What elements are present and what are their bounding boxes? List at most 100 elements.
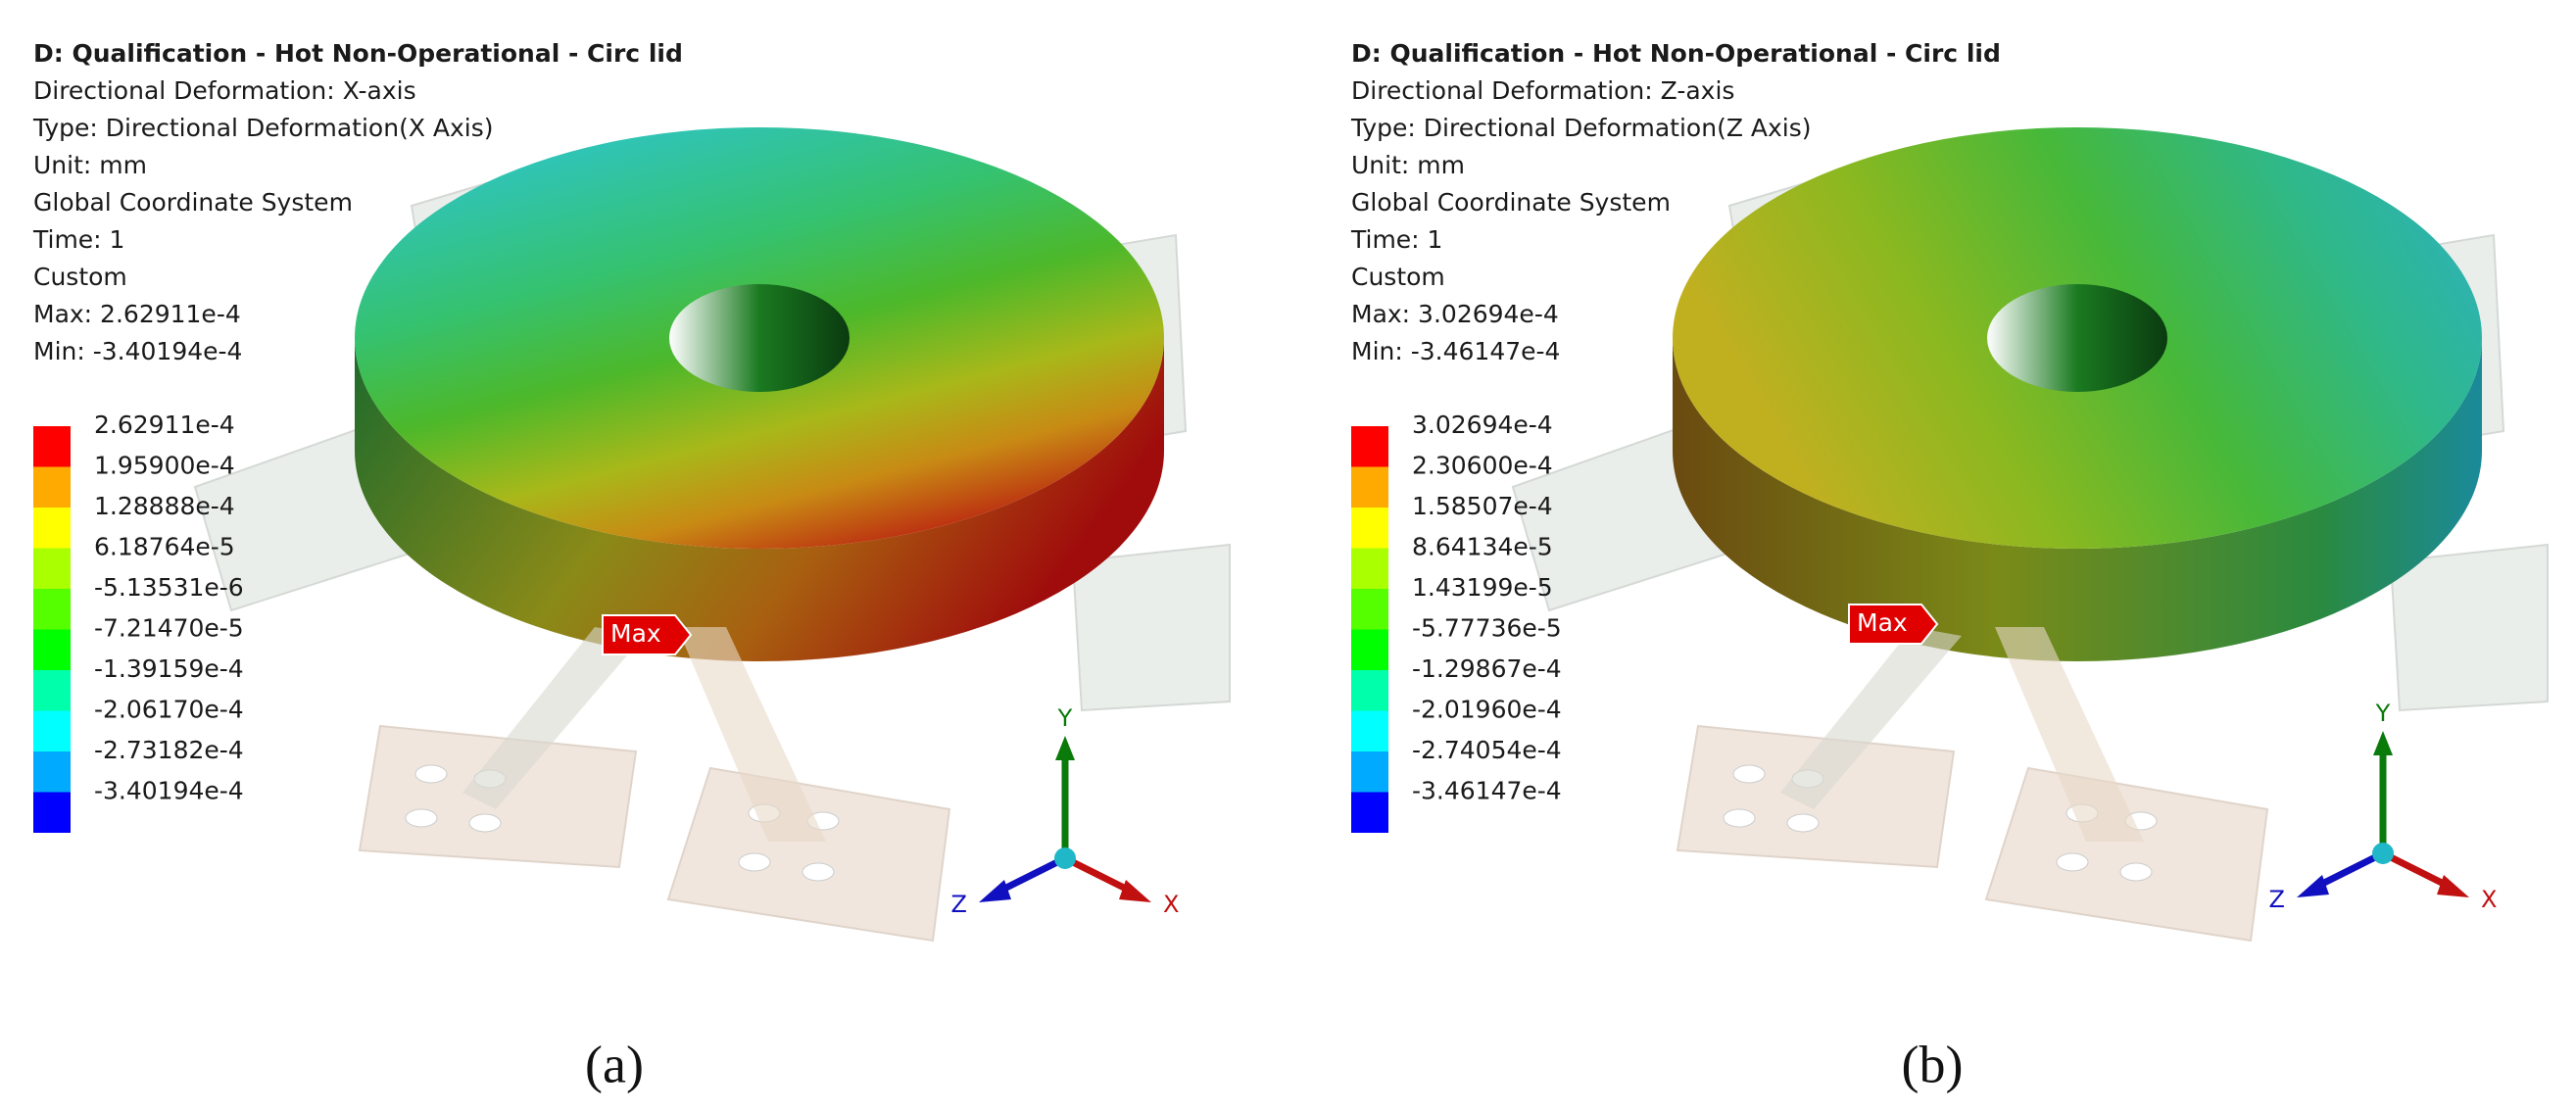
legend-swatch xyxy=(33,548,71,589)
model-view xyxy=(193,127,1231,943)
panel: D: Qualification - Hot Non-Operational -… xyxy=(32,39,1231,1093)
header-line: Type: Directional Deformation(X Axis) xyxy=(32,114,494,142)
bracket-plate xyxy=(2389,543,2549,712)
legend-label: -2.01960e-4 xyxy=(1412,696,1562,724)
disk-side xyxy=(1673,338,2482,661)
legend-label: 3.02694e-4 xyxy=(1412,411,1553,439)
legend-label: 8.64134e-5 xyxy=(1412,533,1553,561)
header-line: Time: 1 xyxy=(32,225,124,254)
legend-label: -5.77736e-5 xyxy=(1412,614,1562,643)
legend-swatch xyxy=(1351,589,1388,630)
legend-swatch xyxy=(33,589,71,630)
disk-hole xyxy=(669,284,850,392)
legend-label: 1.58507e-4 xyxy=(1412,492,1553,520)
header-line: Global Coordinate System xyxy=(33,188,353,217)
legend-swatch xyxy=(33,466,71,508)
legend-swatch xyxy=(33,710,71,751)
pad-hole xyxy=(2119,862,2153,882)
bracket-pad xyxy=(1984,766,2269,943)
header-line: Min: -3.46147e-4 xyxy=(1351,337,1560,365)
legend-label: 1.95900e-4 xyxy=(94,452,235,480)
header-title: D: Qualification - Hot Non-Operational -… xyxy=(33,39,683,68)
triad-x xyxy=(1063,854,1136,896)
legend-label: 1.28888e-4 xyxy=(94,492,235,520)
triad-z-label: Z xyxy=(951,891,967,918)
legend-label: 2.62911e-4 xyxy=(94,411,235,439)
legend-label: -1.29867e-4 xyxy=(1412,654,1562,683)
triad-x-label: X xyxy=(1163,891,1179,918)
header-line: Unit: mm xyxy=(1351,151,1465,179)
header-line: Custom xyxy=(33,263,127,291)
triad-z-label: Z xyxy=(2269,886,2285,913)
header-line: Min: -3.40194e-4 xyxy=(33,337,242,365)
max-tag: Max xyxy=(610,619,661,648)
legend-swatch xyxy=(33,629,71,670)
bracket-leg xyxy=(677,627,826,842)
legend-label: -2.74054e-4 xyxy=(1412,736,1562,764)
bracket-plate xyxy=(1071,543,1231,712)
legend-swatch xyxy=(1351,426,1388,467)
header-line: Global Coordinate System xyxy=(1351,188,1671,217)
header-line: Custom xyxy=(1351,263,1445,291)
header-line: Time: 1 xyxy=(1350,225,1442,254)
triad-z xyxy=(995,854,1067,896)
legend-label: -2.06170e-4 xyxy=(94,696,244,724)
legend-label: 2.30600e-4 xyxy=(1412,452,1553,480)
legend-swatch xyxy=(33,508,71,549)
pad-hole xyxy=(802,862,835,882)
triad-y-head xyxy=(2373,731,2393,755)
triad-origin xyxy=(1054,847,1076,869)
header-line: Max: 3.02694e-4 xyxy=(1351,300,1559,328)
pad-hole xyxy=(1723,808,1756,828)
triad-z-head xyxy=(979,880,1011,902)
pad-hole xyxy=(738,852,771,872)
legend-label: -3.40194e-4 xyxy=(94,777,244,805)
header-line: Directional Deformation: X-axis xyxy=(33,76,416,105)
triad-x xyxy=(2381,849,2454,892)
triad-x-label: X xyxy=(2481,886,2497,913)
legend-swatch xyxy=(1351,792,1388,833)
bracket-pad xyxy=(666,766,951,943)
pad-hole xyxy=(1732,764,1766,784)
caption: (a) xyxy=(585,1035,644,1093)
pad-hole xyxy=(1786,813,1820,833)
legend-swatch xyxy=(33,670,71,711)
legend-swatch xyxy=(1351,548,1388,589)
legend-label: -5.13531e-6 xyxy=(94,573,244,602)
header-line: Unit: mm xyxy=(33,151,147,179)
triad-z xyxy=(2312,849,2385,892)
legend-label: -2.73182e-4 xyxy=(94,736,244,764)
legend-swatch xyxy=(1351,710,1388,751)
header-line: Max: 2.62911e-4 xyxy=(33,300,241,328)
legend-swatch xyxy=(33,792,71,833)
pad-hole xyxy=(468,813,502,833)
triad-x-head xyxy=(1119,880,1151,902)
disk-hole xyxy=(1987,284,2167,392)
legend-swatch xyxy=(1351,629,1388,670)
legend-swatch xyxy=(1351,466,1388,508)
caption: (b) xyxy=(1902,1035,1964,1093)
header-title: D: Qualification - Hot Non-Operational -… xyxy=(1351,39,2001,68)
pad-hole xyxy=(405,808,438,828)
legend-label: 6.18764e-5 xyxy=(94,533,235,561)
header-line: Directional Deformation: Z-axis xyxy=(1351,76,1734,105)
panels: D: Qualification - Hot Non-Operational -… xyxy=(32,39,2549,1093)
legend-label: -3.46147e-4 xyxy=(1412,777,1562,805)
model-view xyxy=(1511,127,2549,943)
max-tag: Max xyxy=(1857,608,1908,637)
legend-label: -7.21470e-5 xyxy=(94,614,244,643)
triad-origin xyxy=(2372,843,2394,864)
bracket-leg xyxy=(1995,627,2144,842)
triad-y-head xyxy=(1055,736,1075,760)
max-tag-box xyxy=(1848,604,1939,645)
triad-z-head xyxy=(2297,875,2329,897)
legend-swatch xyxy=(1351,508,1388,549)
triad-y-label: Y xyxy=(1057,704,1073,732)
bracket-leg xyxy=(462,627,644,809)
legend-swatch xyxy=(33,751,71,793)
max-tag-box xyxy=(602,614,693,655)
pad-hole xyxy=(2056,852,2089,872)
bracket-leg xyxy=(1780,627,1962,809)
triad-x-head xyxy=(2437,875,2469,897)
